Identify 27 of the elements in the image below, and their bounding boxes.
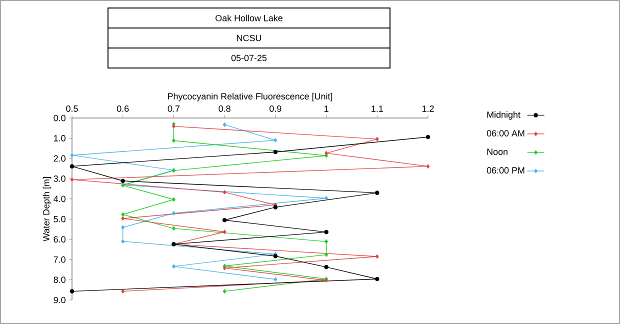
x-tick-label: 0.9 [270,105,282,112]
x-tick-label: 1.2 [422,106,434,112]
y-tick-label: 0.0 [54,114,66,122]
x-tick-label: 0.6 [116,105,129,112]
y-tick-label: 7.0 [54,256,66,263]
chart-title: Oak Hollow Lake [216,14,282,22]
y-tick-label: 8.0 [54,276,66,283]
y-tick-label: 5.0 [54,216,66,222]
y-tick-label: 9.0 [54,296,66,304]
text: 05-07-25 [231,54,267,62]
x-tick-label: 0.5 [66,105,78,112]
x-tick-label: 0.7 [168,105,180,112]
legend-label: 06:00 AM [486,130,524,136]
y-tick-label: 3.0 [54,175,66,182]
x-axis-title: Phycocyanin Relative Fluorescence [Unit] [168,92,332,102]
x-tick-label: 1 [324,106,328,112]
legend-label: 06:00 PM [486,167,524,174]
chart-subtitle: NCSU [237,34,262,42]
x-tick-label: 1.1 [372,106,383,112]
y-tick-label: 4.0 [54,196,66,202]
x-tick-label: 0.8 [218,105,230,112]
y-axis-title: Water Depth [m] [42,177,52,242]
y-tick-label: 6.0 [54,236,66,243]
y-tick-label: 2.0 [54,155,66,162]
legend-label: Noon [487,148,508,155]
legend-label: Midnight [487,111,520,120]
y-tick-label: 1.0 [54,135,66,142]
